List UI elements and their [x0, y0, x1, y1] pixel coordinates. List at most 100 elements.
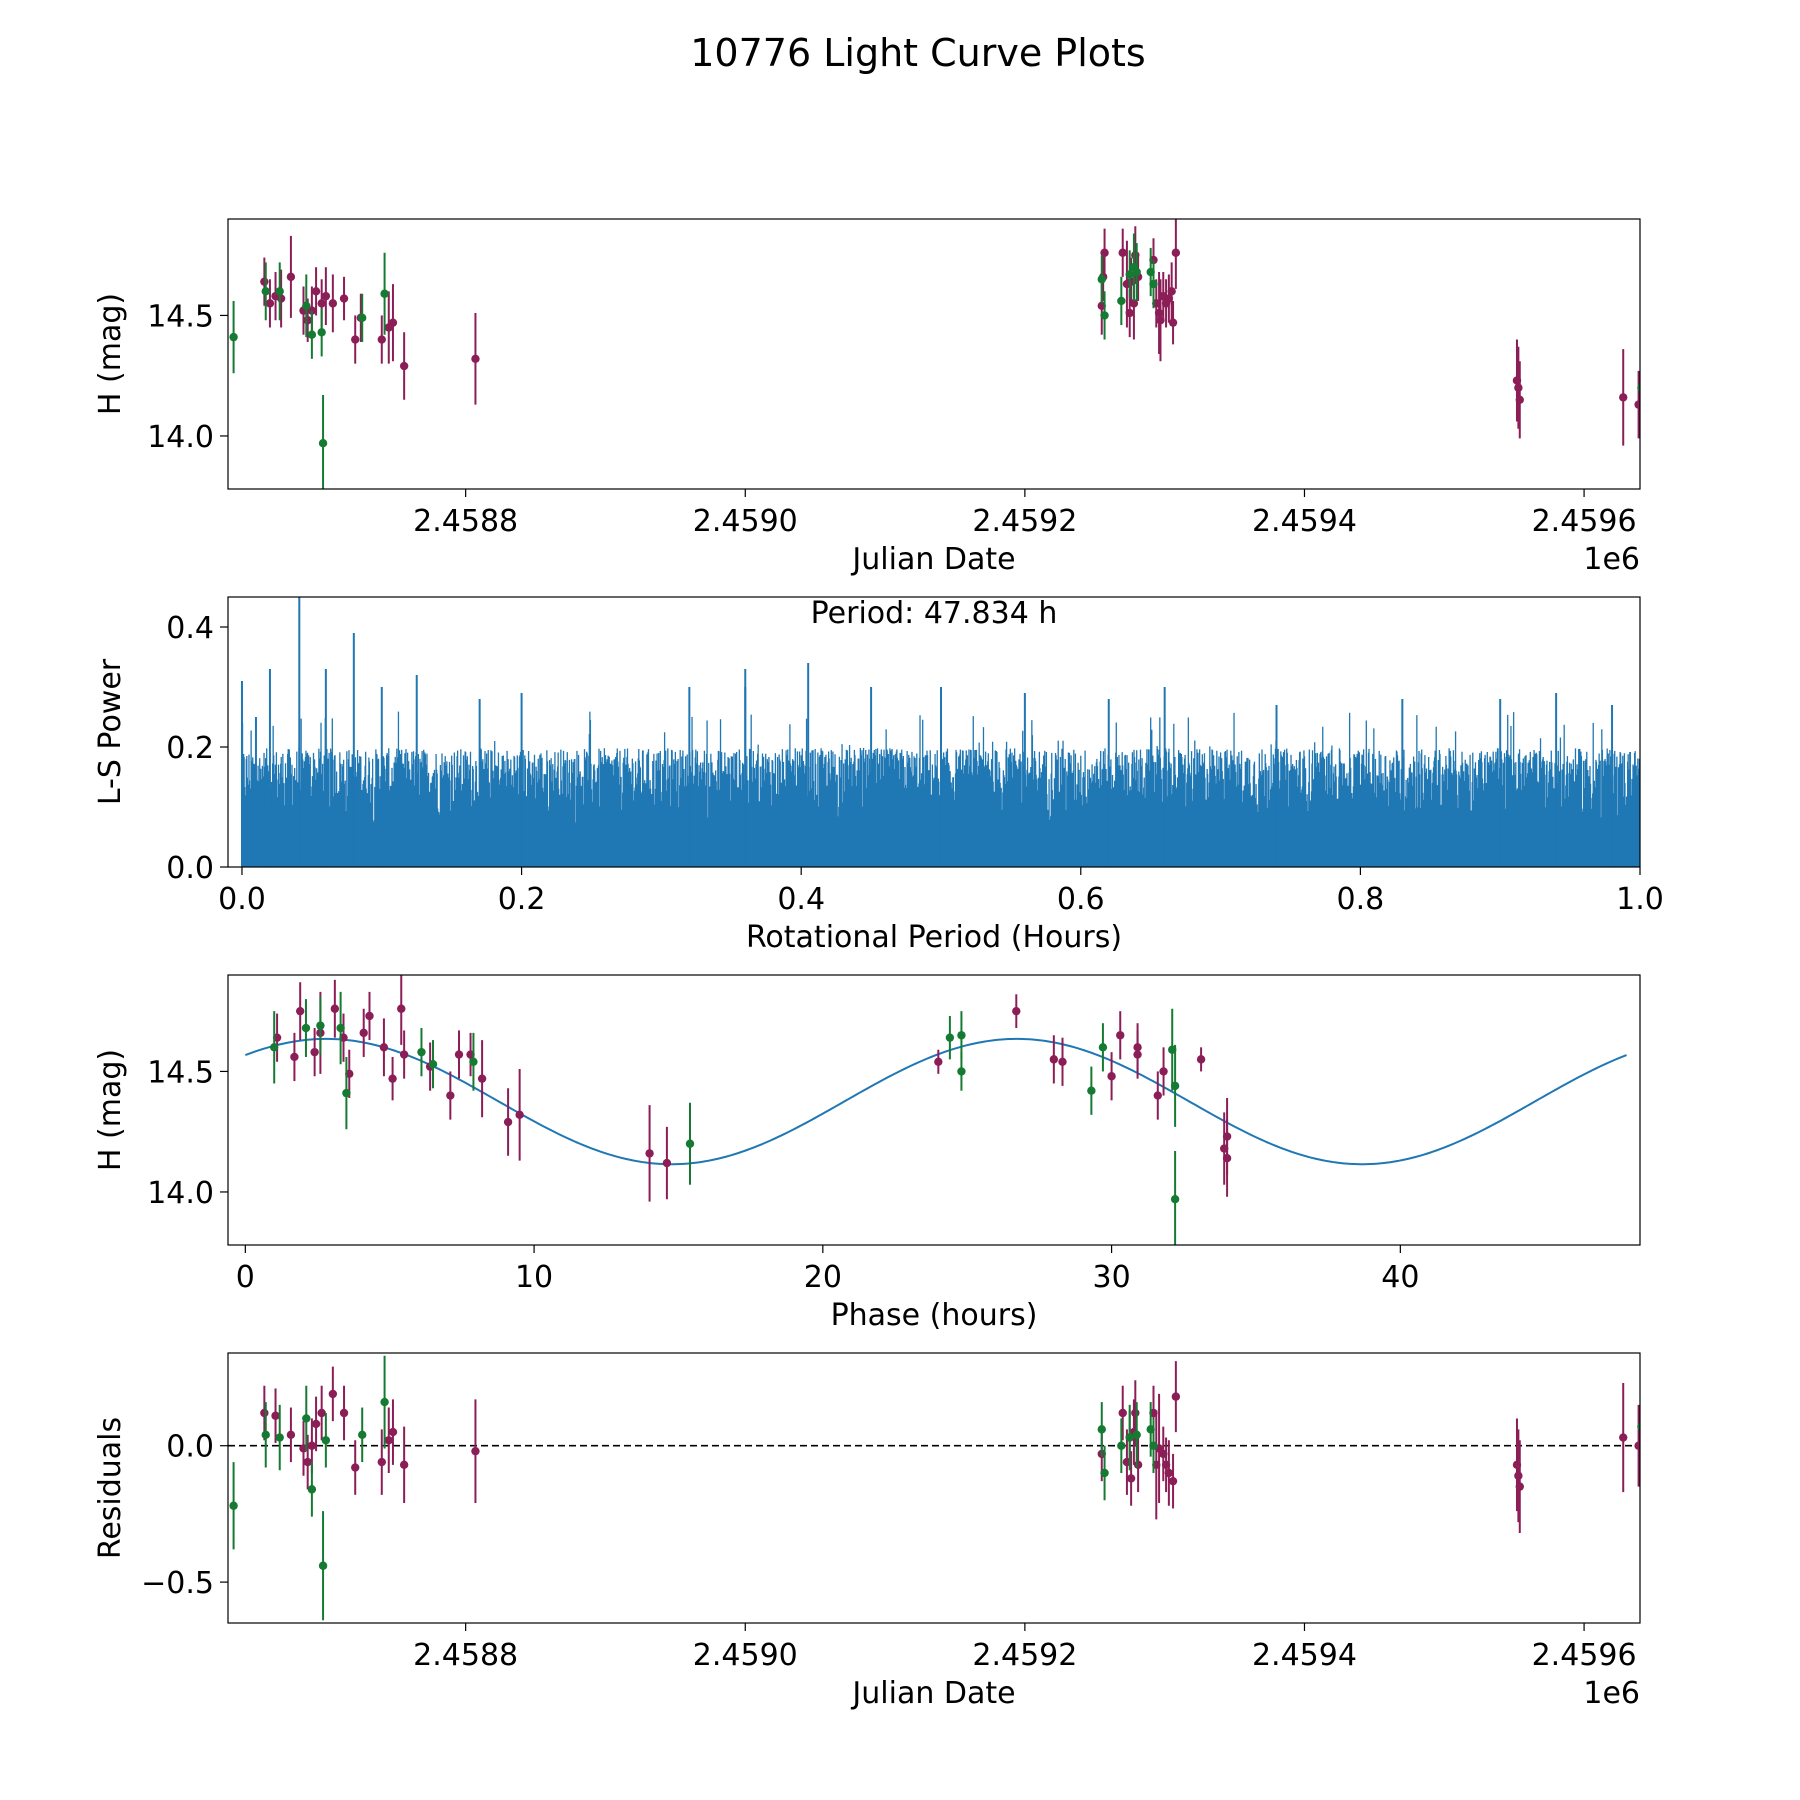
- residuals-xtick-label: 2.4594: [1252, 1638, 1357, 1673]
- periodogram-xtick-label: 0.6: [1057, 882, 1105, 917]
- lightcurve-ylabel: H (mag): [93, 293, 128, 415]
- residuals-point: [1149, 1441, 1158, 1450]
- lightcurve-point: [275, 287, 284, 296]
- lightcurve-xtick: 2.4590: [693, 489, 798, 539]
- axes-frame-residuals: [227, 1352, 1641, 1624]
- lightcurve-point: [1149, 279, 1158, 289]
- residuals-point: [307, 1485, 317, 1494]
- residuals-point: [260, 1408, 269, 1418]
- phased-ytick-label: 14.5: [147, 1055, 214, 1090]
- lightcurve-point: [1619, 393, 1628, 402]
- lightcurve-point: [318, 438, 328, 448]
- residuals-point: [328, 1389, 338, 1399]
- phased-xtick: 20: [804, 1245, 842, 1295]
- periodogram-annotation: Period: 47.834 h: [811, 596, 1058, 631]
- phased-xtick-label: 10: [515, 1260, 553, 1295]
- lightcurve-point: [351, 335, 360, 344]
- periodogram-xtick-label: 1.0: [1616, 882, 1664, 917]
- panel-lightcurve: 2.4588 2.4590 2.4592 2.4594 2.4596 14.0 14.5 Ju…: [93, 219, 1640, 577]
- lightcurve-point: [1100, 311, 1109, 320]
- residuals-ytick: 0.0: [166, 1430, 228, 1465]
- periodogram-xtick: 0.4: [777, 867, 825, 917]
- phased-point: [301, 1023, 311, 1033]
- residuals-point: [311, 1419, 321, 1429]
- residuals-point: [1619, 1433, 1628, 1442]
- periodogram-ytick: 0.4: [166, 611, 228, 646]
- residuals-point: [317, 1408, 326, 1418]
- residuals-point: [275, 1433, 284, 1442]
- residuals-point: [1132, 1430, 1141, 1440]
- phased-point: [503, 1117, 513, 1127]
- phased-xtick: 0: [236, 1245, 255, 1295]
- phased-xlabel: Phase (hours): [831, 1298, 1038, 1333]
- periodogram-xtick-label: 0.2: [498, 882, 546, 917]
- lightcurve-point: [1129, 299, 1139, 308]
- lightcurve-point: [307, 330, 317, 339]
- phased-point: [515, 1110, 524, 1120]
- lightcurve-point: [1118, 248, 1127, 257]
- periodogram-ytick-label: 0.0: [166, 851, 214, 886]
- lightcurve-point: [1097, 275, 1106, 284]
- lightcurve-point: [1125, 308, 1134, 318]
- lightcurve-point: [261, 287, 270, 296]
- lightcurve-point: [1125, 270, 1134, 279]
- panels: 2.4588 2.4590 2.4592 2.4594 2.4596 14.0 14.5 Ju…: [93, 218, 1664, 1711]
- residuals-point: [377, 1457, 386, 1467]
- lightcurve-ytick: 14.0: [147, 420, 228, 455]
- lightcurve-point: [399, 361, 409, 371]
- lightcurve-point: [1515, 395, 1524, 405]
- residuals-xtick-label: 2.4588: [413, 1638, 518, 1673]
- residuals-point: [1164, 1468, 1174, 1478]
- lightcurve-point: [1100, 248, 1109, 257]
- residuals-point: [1131, 1408, 1140, 1418]
- residuals-plot-area: [228, 1355, 1640, 1621]
- lightcurve-xtick-label: 2.4590: [693, 504, 798, 539]
- phased-point: [1222, 1154, 1232, 1163]
- periodogram-xtick: 0.8: [1337, 867, 1385, 917]
- phased-point: [428, 1059, 438, 1069]
- residuals-point: [380, 1397, 389, 1407]
- phased-series-green: [270, 991, 1180, 1245]
- periodogram-peaks: [240, 597, 1614, 867]
- periodogram-xtick-label: 0.8: [1337, 882, 1385, 917]
- residuals-xtick-label: 2.4596: [1532, 1638, 1637, 1673]
- residuals-point: [1097, 1425, 1106, 1434]
- phased-xtick: 40: [1381, 1245, 1419, 1295]
- lightcurve-point: [260, 277, 269, 286]
- residuals-point: [1637, 1422, 1640, 1431]
- residuals-point: [229, 1501, 238, 1510]
- lightcurve-point: [377, 335, 386, 344]
- phased-point: [342, 1088, 351, 1098]
- phased-xtick-label: 40: [1381, 1260, 1419, 1295]
- residuals-point: [471, 1446, 480, 1456]
- phased-point: [1170, 1194, 1180, 1204]
- periodogram-ytick: 0.0: [166, 851, 228, 886]
- residuals-ytick-label: 0.0: [166, 1430, 214, 1465]
- lightcurve-point: [388, 318, 398, 327]
- periodogram-xtick: 1.0: [1616, 867, 1664, 917]
- lightcurve-point: [1514, 383, 1523, 392]
- periodogram-ytick-label: 0.4: [166, 611, 214, 646]
- phased-point: [1133, 1050, 1142, 1059]
- residuals-xtick: 2.4588: [413, 1623, 518, 1673]
- residuals-xtick-label: 2.4590: [693, 1638, 798, 1673]
- residuals-point: [307, 1441, 317, 1450]
- phased-point: [417, 1047, 426, 1057]
- residuals-xtick: 2.4596: [1532, 1623, 1637, 1673]
- phased-series-red: [272, 975, 1232, 1202]
- lightcurve-point: [265, 299, 275, 308]
- residuals-xtick: 2.4594: [1252, 1623, 1357, 1673]
- phased-point: [290, 1052, 299, 1062]
- periodogram-plot-area: [240, 597, 1640, 867]
- lightcurve-xtick-label: 2.4588: [413, 504, 518, 539]
- lightcurve-point: [358, 313, 367, 323]
- residuals-point: [1514, 1471, 1523, 1480]
- periodogram-xtick: 0.6: [1057, 867, 1105, 917]
- phased-point: [477, 1074, 487, 1083]
- lightcurve-point: [1171, 248, 1181, 257]
- periodogram-xtick: 0.0: [218, 867, 266, 917]
- residuals-point: [1118, 1408, 1127, 1418]
- phased-plot-area: [244, 975, 1627, 1245]
- residuals-point: [384, 1436, 393, 1445]
